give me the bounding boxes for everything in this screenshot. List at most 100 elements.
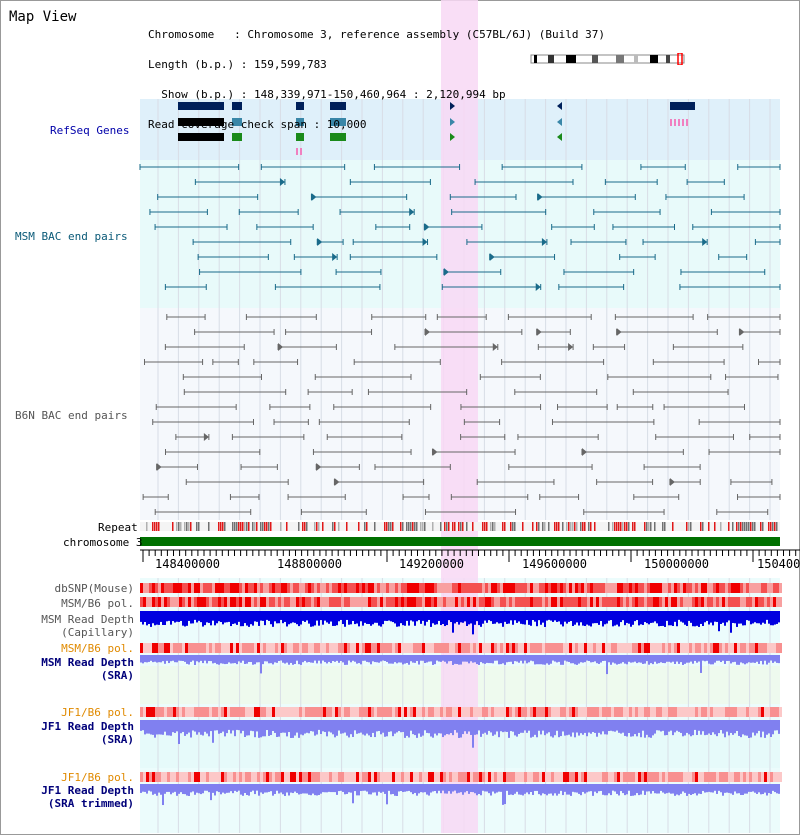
polymorphism-cell xyxy=(143,583,146,593)
read-depth-bar xyxy=(626,784,628,795)
read-depth-bar xyxy=(552,655,554,661)
read-depth-bar xyxy=(690,720,692,737)
repeat-mark xyxy=(522,522,524,531)
read-depth-bar xyxy=(494,611,496,624)
track-label-b6n-bac[interactable]: B6N BAC end pairs xyxy=(15,409,128,422)
read-depth-bar xyxy=(610,655,612,665)
polymorphism-cell xyxy=(365,772,368,782)
read-depth-bar xyxy=(186,784,188,796)
read-depth-bar xyxy=(322,655,324,661)
b6n-bac-pair-arrow xyxy=(568,343,574,351)
polymorphism-cell xyxy=(302,643,305,653)
track-label-msm-depth-capillary[interactable]: MSM Read Depth xyxy=(41,613,134,626)
read-depth-bar xyxy=(534,655,536,665)
read-depth-bar xyxy=(480,784,482,796)
read-depth-bar xyxy=(162,720,164,735)
polymorphism-cell xyxy=(767,643,770,653)
track-label-dbsnp[interactable]: dbSNP(Mouse) xyxy=(54,582,134,595)
info-coverage-span: Read coverage check span : 10,000 xyxy=(148,118,367,131)
repeat-mark xyxy=(740,522,742,531)
read-depth-bar xyxy=(144,784,146,792)
polymorphism-cell xyxy=(353,643,356,653)
polymorphism-cell xyxy=(278,707,281,717)
polymorphism-cell xyxy=(614,772,617,782)
polymorphism-cell xyxy=(734,597,737,607)
polymorphism-cell xyxy=(452,643,455,653)
polymorphism-cell xyxy=(389,707,392,717)
polymorphism-cell xyxy=(443,583,446,593)
polymorphism-cell xyxy=(422,643,425,653)
read-depth-bar xyxy=(180,720,182,734)
read-depth-bar xyxy=(144,720,146,735)
read-depth-bar xyxy=(536,784,538,791)
polymorphism-cell xyxy=(581,772,584,782)
track-label-msm-b6-pol[interactable]: MSM/B6 pol. xyxy=(61,597,134,610)
track-label-chromosome[interactable]: chromosome 3 xyxy=(63,536,143,549)
polymorphism-cell xyxy=(269,707,272,717)
polymorphism-cell xyxy=(170,583,173,593)
track-label-jf1-depth-trimmed[interactable]: JF1 Read Depth xyxy=(41,784,134,797)
track-label-repeat[interactable]: Repeat xyxy=(98,521,138,534)
msm-bac-pair-arrow xyxy=(311,193,317,201)
polymorphism-cell xyxy=(425,707,428,717)
repeat-mark xyxy=(198,522,200,531)
track-label-jf1-b6-pol-2[interactable]: JF1/B6 pol. xyxy=(61,771,134,784)
read-depth-bar xyxy=(462,784,464,795)
repeat-mark xyxy=(264,522,266,531)
track-label-msm-depth-sra[interactable]: MSM Read Depth xyxy=(41,656,134,669)
chromosome-ideogram-icon[interactable] xyxy=(530,53,686,65)
read-depth-bar xyxy=(212,655,214,664)
track-label-jf1-b6-pol[interactable]: JF1/B6 pol. xyxy=(61,706,134,719)
axis-tick-label: 148400000 xyxy=(155,557,221,571)
polymorphism-cell xyxy=(554,772,557,782)
polymorphism-cell xyxy=(665,583,668,593)
read-depth-bar xyxy=(664,611,666,627)
polymorphism-cell xyxy=(365,643,368,653)
repeat-mark xyxy=(224,522,226,531)
polymorphism-cell xyxy=(689,707,692,717)
read-depth-bar xyxy=(620,720,622,734)
read-depth-bar xyxy=(528,611,530,625)
read-depth-bar xyxy=(550,655,552,664)
read-depth-bar xyxy=(556,611,558,622)
read-depth-bar xyxy=(632,611,634,625)
read-depth-bar xyxy=(464,655,466,662)
polymorphism-cell xyxy=(638,707,641,717)
read-depth-bar xyxy=(740,611,742,624)
repeat-mark xyxy=(538,522,540,531)
track-label-msm-b6-pol-2[interactable]: MSM/B6 pol. xyxy=(61,642,134,655)
polymorphism-cell xyxy=(692,707,695,717)
read-depth-bar xyxy=(746,655,748,664)
track-label-jf1-depth-sra[interactable]: JF1 Read Depth xyxy=(41,720,134,733)
read-depth-bar xyxy=(770,784,772,794)
polymorphism-cell xyxy=(203,583,206,593)
polymorphism-cell xyxy=(518,597,521,607)
read-depth-bar xyxy=(256,784,258,791)
repeat-mark xyxy=(268,522,270,531)
polymorphism-cell xyxy=(221,643,224,653)
read-depth-bar xyxy=(508,611,510,624)
polymorphism-cell xyxy=(710,707,713,717)
polymorphism-cell xyxy=(662,707,665,717)
track-label-msm-bac[interactable]: MSM BAC end pairs xyxy=(15,230,128,243)
read-depth-bar xyxy=(404,720,406,738)
polymorphism-cell xyxy=(692,597,695,607)
polymorphism-cell xyxy=(677,597,680,607)
refseq-gene xyxy=(296,118,304,126)
read-depth-bar xyxy=(240,784,242,795)
polymorphism-cell xyxy=(617,583,620,593)
polymorphism-cell xyxy=(335,772,338,782)
polymorphism-cell xyxy=(764,583,767,593)
read-depth-bar xyxy=(658,784,660,794)
read-depth-bar xyxy=(556,784,558,796)
polymorphism-cell xyxy=(410,597,413,607)
polymorphism-cell xyxy=(566,643,569,653)
read-depth-bar xyxy=(592,611,594,624)
polymorphism-cell xyxy=(170,597,173,607)
polymorphism-cell xyxy=(779,583,782,593)
read-depth-bar xyxy=(740,720,742,738)
track-label-refseq[interactable]: RefSeq Genes xyxy=(50,124,130,137)
read-depth-bar xyxy=(170,655,172,662)
refseq-gene-arrow xyxy=(450,118,455,126)
